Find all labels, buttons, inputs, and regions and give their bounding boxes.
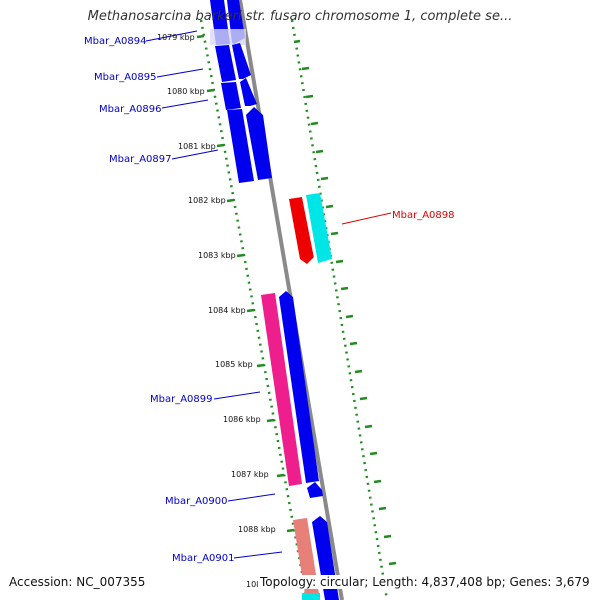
outer-ruler-ticks [293, 39, 397, 566]
leader-line-mbar-a0897 [171, 149, 219, 160]
gene-feature-mbar-a0899[interactable] [261, 293, 302, 486]
ruler-tick-mark [226, 198, 235, 203]
ruler-label-partial: 108 [246, 580, 261, 589]
ruler-tick-mark [354, 369, 363, 374]
ruler-tick-mark [349, 341, 358, 346]
ruler-tick-mark [301, 66, 310, 71]
ruler-tick-mark [293, 39, 301, 44]
accession-text: Accession: NC_007355 [9, 575, 146, 589]
ruler-tick-mark [310, 121, 319, 126]
ruler-tick-mark [378, 506, 387, 511]
leader-line-mbar-a0895 [156, 68, 204, 78]
ruler-label-1086: 1086 kbp [223, 415, 261, 424]
ruler-tick-mark [364, 424, 373, 429]
ruler-tick-mark [305, 94, 314, 99]
gene-feature-mbar-a0895[interactable] [215, 45, 236, 82]
ruler-tick-mark [325, 204, 334, 209]
ruler-tick-mark [286, 528, 295, 533]
ruler-label-1080: 1080 kbp [167, 87, 205, 96]
gene-feature-mbar-a0896[interactable] [221, 82, 241, 110]
ruler-tick-mark [388, 561, 397, 566]
ruler-tick-mark [345, 314, 354, 319]
gene-label-mbar-a0898[interactable]: Mbar_A0898 [392, 210, 455, 221]
gene-label-mbar-a0899[interactable]: Mbar_A0899 [150, 394, 213, 405]
gene-feature-mbar-a0899-b[interactable] [279, 291, 319, 483]
ruler-tick-mark [359, 396, 368, 401]
ruler-tick-mark [369, 451, 378, 456]
ruler-tick-mark [373, 479, 382, 484]
ruler-tick-mark [266, 418, 275, 423]
gene-label-mbar-a0894[interactable]: Mbar_A0894 [84, 36, 147, 47]
gene-label-mbar-a0900[interactable]: Mbar_A0900 [165, 496, 228, 507]
gene-features [210, 0, 339, 600]
ruler-tick-mark [335, 259, 344, 264]
ruler-label-1088: 1088 kbp [238, 525, 276, 534]
ruler-label-1082: 1082 kbp [188, 196, 226, 205]
leader-lines [145, 30, 392, 559]
ruler-tick-mark [256, 363, 265, 368]
ruler-tick-mark [340, 286, 349, 291]
leader-line-mbar-a0898 [341, 212, 392, 225]
map-title: Methanosarcina barkeri str. fusaro chrom… [87, 9, 513, 24]
gene-feature-mbar-a0898-b[interactable] [306, 193, 332, 263]
gene-divider [302, 196, 316, 259]
ruler-label-1085: 1085 kbp [215, 360, 253, 369]
gene-labels: Mbar_A0894 Mbar_A0895 Mbar_A0896 Mbar_A0… [84, 36, 455, 564]
gene-feature-mbar-a0900[interactable] [307, 482, 323, 498]
gene-feature-mbar-a0897-b[interactable] [246, 107, 272, 180]
ruler-tick-mark [315, 149, 324, 154]
ruler-tick-mark [246, 308, 255, 313]
leader-line-mbar-a0899 [213, 391, 261, 400]
outer-dotted-track [290, 19, 389, 600]
gene-overlay-highlight [210, 29, 246, 45]
gene-feature-cyan-partial[interactable] [302, 593, 320, 600]
ruler-label-1083: 1083 kbp [198, 251, 236, 260]
ruler-tick-mark [196, 34, 205, 39]
leader-line-mbar-a0896 [161, 99, 209, 109]
gene-label-mbar-a0895[interactable]: Mbar_A0895 [94, 72, 157, 83]
gene-feature-mbar-a0896-b[interactable] [240, 78, 257, 106]
ruler-label-1079: 1079 kbp [157, 33, 195, 42]
ruler-label-1081: 1081 kbp [178, 142, 216, 151]
ruler-labels: 1079 kbp 1080 kbp 1081 kbp 1082 kbp 1083… [157, 33, 276, 589]
gene-feature-mbar-a0895-b[interactable] [232, 43, 251, 79]
ruler-tick-mark [206, 88, 215, 93]
gene-label-mbar-a0901[interactable]: Mbar_A0901 [172, 553, 235, 564]
gene-feature-mbar-a0898[interactable] [289, 197, 314, 264]
gene-label-mbar-a0897[interactable]: Mbar_A0897 [109, 154, 172, 165]
ruler-tick-mark [236, 253, 245, 258]
genome-summary-text: Topology: circular; Length: 4,837,408 bp… [258, 575, 590, 589]
ruler-tick-mark [320, 176, 329, 181]
inner-ruler-ticks [196, 34, 295, 533]
ruler-tick-mark [330, 231, 339, 236]
gene-label-mbar-a0896[interactable]: Mbar_A0896 [99, 104, 162, 115]
ruler-label-1087: 1087 kbp [231, 470, 269, 479]
ruler-tick-mark [276, 473, 285, 478]
gene-feature-mbar-a0897[interactable] [227, 109, 254, 183]
ruler-tick-mark [383, 534, 392, 539]
ruler-label-1084: 1084 kbp [208, 306, 246, 315]
ruler-tick-mark [216, 143, 225, 148]
leader-line-mbar-a0900 [227, 493, 276, 502]
leader-line-mbar-a0894 [145, 30, 198, 42]
leader-line-mbar-a0901 [233, 551, 283, 559]
